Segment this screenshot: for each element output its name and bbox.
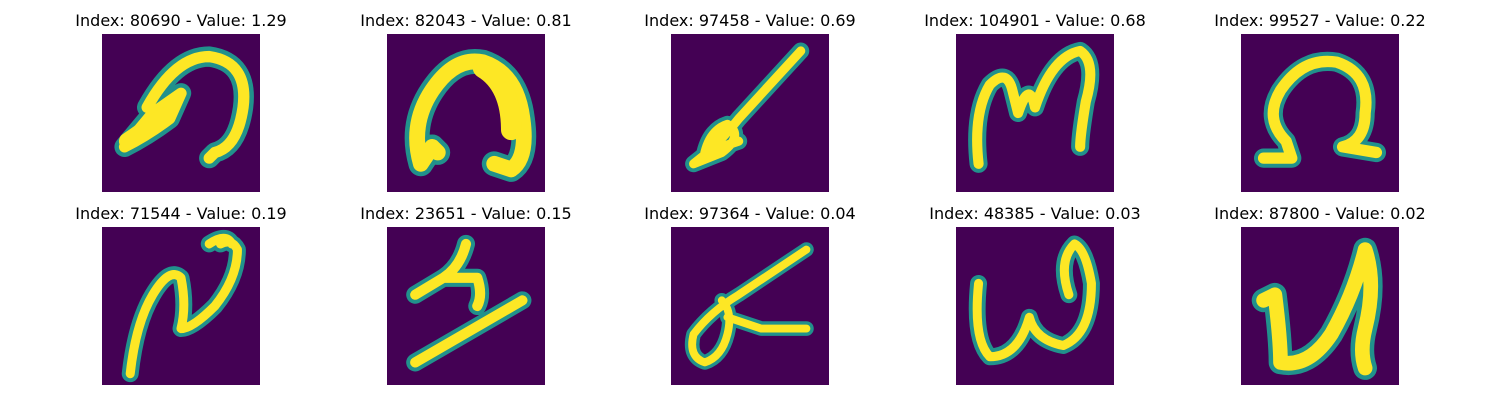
handwritten-character-image — [102, 227, 260, 385]
panel-title: Index: 71544 - Value: 0.19 — [75, 204, 287, 223]
handwritten-character-image — [956, 227, 1114, 385]
handwritten-character-image — [671, 227, 829, 385]
image-panel: Index: 80690 - Value: 1.29 — [61, 11, 301, 192]
panel-title: Index: 97364 - Value: 0.04 — [644, 204, 856, 223]
handwritten-character-image — [1241, 227, 1399, 385]
panel-title: Index: 104901 - Value: 0.68 — [924, 11, 1146, 30]
image-panel: Index: 23651 - Value: 0.15 — [346, 204, 586, 385]
handwritten-character-image — [387, 34, 545, 192]
image-panel: Index: 97364 - Value: 0.04 — [630, 204, 870, 385]
handwritten-character-image — [1241, 34, 1399, 192]
image-panel: Index: 99527 - Value: 0.22 — [1200, 11, 1440, 192]
image-panel: Index: 71544 - Value: 0.19 — [61, 204, 301, 385]
handwritten-character-image — [387, 227, 545, 385]
image-panel: Index: 104901 - Value: 0.68 — [915, 11, 1155, 192]
panel-title: Index: 23651 - Value: 0.15 — [360, 204, 572, 223]
handwritten-character-image — [671, 34, 829, 192]
panel-title: Index: 97458 - Value: 0.69 — [644, 11, 856, 30]
handwritten-character-image — [956, 34, 1114, 192]
image-panel: Index: 82043 - Value: 0.81 — [346, 11, 586, 192]
panel-title: Index: 80690 - Value: 1.29 — [75, 11, 287, 30]
panel-title: Index: 48385 - Value: 0.03 — [929, 204, 1141, 223]
panel-title: Index: 82043 - Value: 0.81 — [360, 11, 572, 30]
image-panel: Index: 97458 - Value: 0.69 — [630, 11, 870, 192]
image-panel: Index: 48385 - Value: 0.03 — [915, 204, 1155, 385]
image-panel: Index: 87800 - Value: 0.02 — [1200, 204, 1440, 385]
panel-title: Index: 99527 - Value: 0.22 — [1214, 11, 1426, 30]
panel-title: Index: 87800 - Value: 0.02 — [1214, 204, 1426, 223]
handwritten-character-image — [102, 34, 260, 192]
